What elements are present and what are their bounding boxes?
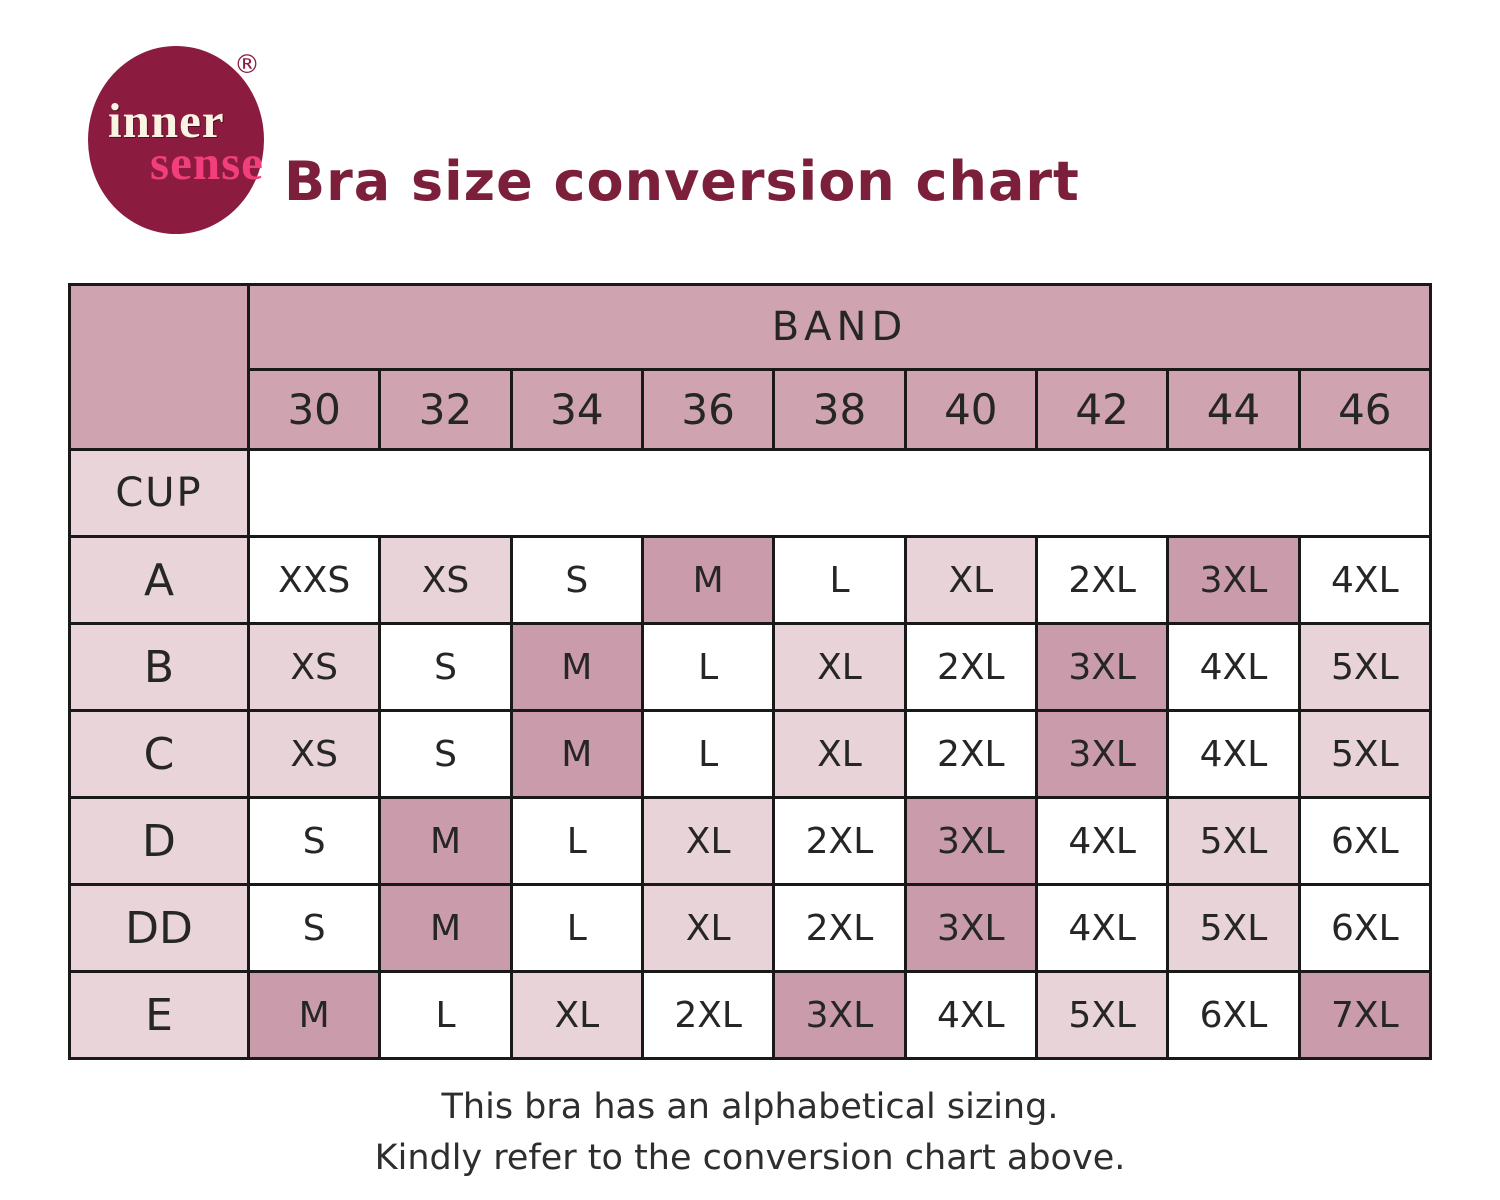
- size-cell: L: [640, 709, 776, 799]
- size-cell: M: [509, 709, 644, 799]
- size-cell: 5XL: [1166, 796, 1301, 886]
- size-cell: 3XL: [772, 970, 907, 1060]
- cup-label: E: [68, 970, 250, 1060]
- size-cell: S: [378, 709, 513, 799]
- brand-logo: inner sense ®: [88, 46, 266, 236]
- size-cell: 5XL: [1034, 970, 1170, 1060]
- cup-header-row: CUP: [68, 448, 1432, 538]
- size-cell: XS: [378, 535, 513, 625]
- size-cell: 2XL: [1034, 535, 1170, 625]
- registered-trademark-icon: ®: [234, 50, 260, 80]
- size-cell: XL: [772, 622, 907, 712]
- size-cell: 2XL: [903, 709, 1038, 799]
- size-cell: XL: [903, 535, 1038, 625]
- cup-label: D: [68, 796, 250, 886]
- footer-line-1: This bra has an alphabetical sizing.: [441, 1087, 1059, 1127]
- size-cell: 3XL: [1166, 535, 1301, 625]
- band-number-cell: 30: [246, 368, 382, 451]
- band-header-cell: BAND: [247, 283, 1432, 371]
- size-cell: L: [509, 883, 644, 973]
- size-cell: L: [772, 535, 907, 625]
- size-cell: S: [246, 883, 382, 973]
- cup-label: A: [68, 535, 250, 625]
- size-cell: M: [378, 796, 513, 886]
- size-cell: M: [246, 970, 382, 1060]
- size-cell: 3XL: [1034, 709, 1170, 799]
- size-cell: 4XL: [1034, 796, 1170, 886]
- band-number-cell: 42: [1034, 368, 1170, 451]
- size-cell: S: [378, 622, 513, 712]
- size-cell: XS: [246, 622, 382, 712]
- band-number-cell: 40: [903, 368, 1038, 451]
- band-number-cell: 32: [378, 368, 513, 451]
- cup-label: B: [68, 622, 250, 712]
- size-cell: XL: [640, 796, 776, 886]
- table-row-cup-e: E M L XL 2XL 3XL 4XL 5XL 6XL 7XL: [68, 970, 1433, 1060]
- size-cell: XXS: [246, 535, 382, 625]
- size-cell: 5XL: [1166, 883, 1301, 973]
- size-cell: 4XL: [903, 970, 1038, 1060]
- size-cell: 2XL: [903, 622, 1038, 712]
- size-cell: S: [246, 796, 382, 886]
- footer-note: This bra has an alphabetical sizing. Kin…: [0, 1082, 1500, 1184]
- size-cell: XS: [246, 709, 382, 799]
- table-row-cup-dd: DD S M L XL 2XL 3XL 4XL 5XL 6XL: [68, 883, 1433, 973]
- size-cell: XL: [640, 883, 776, 973]
- footer-line-2: Kindly refer to the conversion chart abo…: [374, 1137, 1126, 1178]
- size-cell: L: [378, 970, 513, 1060]
- cup-header-cell: CUP: [68, 448, 250, 538]
- size-conversion-table: BAND 30 32 34 36 38 40 42 44 46 CUP A XX…: [68, 283, 1433, 1060]
- cup-label: C: [68, 709, 250, 799]
- table-row-cup-b: B XS S M L XL 2XL 3XL 4XL 5XL: [68, 622, 1433, 712]
- band-number-cell: 44: [1166, 368, 1301, 451]
- size-cell: 6XL: [1297, 796, 1433, 886]
- band-number-cell: 46: [1297, 368, 1433, 451]
- size-cell: 7XL: [1297, 970, 1433, 1060]
- size-cell: 2XL: [772, 796, 907, 886]
- table-row-cup-c: C XS S M L XL 2XL 3XL 4XL 5XL: [68, 709, 1433, 799]
- table-row-cup-a: A XXS XS S M L XL 2XL 3XL 4XL: [68, 535, 1433, 625]
- size-cell: 6XL: [1166, 970, 1301, 1060]
- logo-text-inner: inner: [108, 93, 225, 148]
- size-cell: 3XL: [1034, 622, 1170, 712]
- band-number-cell: 34: [509, 368, 644, 451]
- band-numbers-row: 30 32 34 36 38 40 42 44 46: [70, 368, 1433, 451]
- band-number-cell: 38: [772, 368, 907, 451]
- size-cell: L: [509, 796, 644, 886]
- corner-cell: [68, 283, 250, 451]
- size-cell: 2XL: [772, 883, 907, 973]
- cup-label: DD: [68, 883, 250, 973]
- size-cell: XL: [772, 709, 907, 799]
- size-cell: 4XL: [1297, 535, 1433, 625]
- size-cell: 4XL: [1034, 883, 1170, 973]
- band-number-cell: 36: [640, 368, 776, 451]
- page-title: Bra size conversion chart: [284, 150, 1080, 214]
- logo-circle-icon: [88, 46, 264, 234]
- size-cell: M: [378, 883, 513, 973]
- cup-header-spacer: [247, 448, 1432, 538]
- size-cell: M: [509, 622, 644, 712]
- size-cell: M: [640, 535, 776, 625]
- size-cell: S: [509, 535, 644, 625]
- size-cell: XL: [509, 970, 644, 1060]
- size-cell: 2XL: [640, 970, 776, 1060]
- size-cell: 3XL: [903, 796, 1038, 886]
- size-cell: 3XL: [903, 883, 1038, 973]
- size-cell: 6XL: [1297, 883, 1433, 973]
- size-cell: 4XL: [1166, 709, 1301, 799]
- band-header-row: BAND: [68, 283, 1432, 451]
- size-cell: 5XL: [1297, 622, 1433, 712]
- logo-text-sense: sense: [150, 135, 264, 190]
- size-cell: 5XL: [1297, 709, 1433, 799]
- table-row-cup-d: D S M L XL 2XL 3XL 4XL 5XL 6XL: [68, 796, 1433, 886]
- size-cell: L: [640, 622, 776, 712]
- size-cell: 4XL: [1166, 622, 1301, 712]
